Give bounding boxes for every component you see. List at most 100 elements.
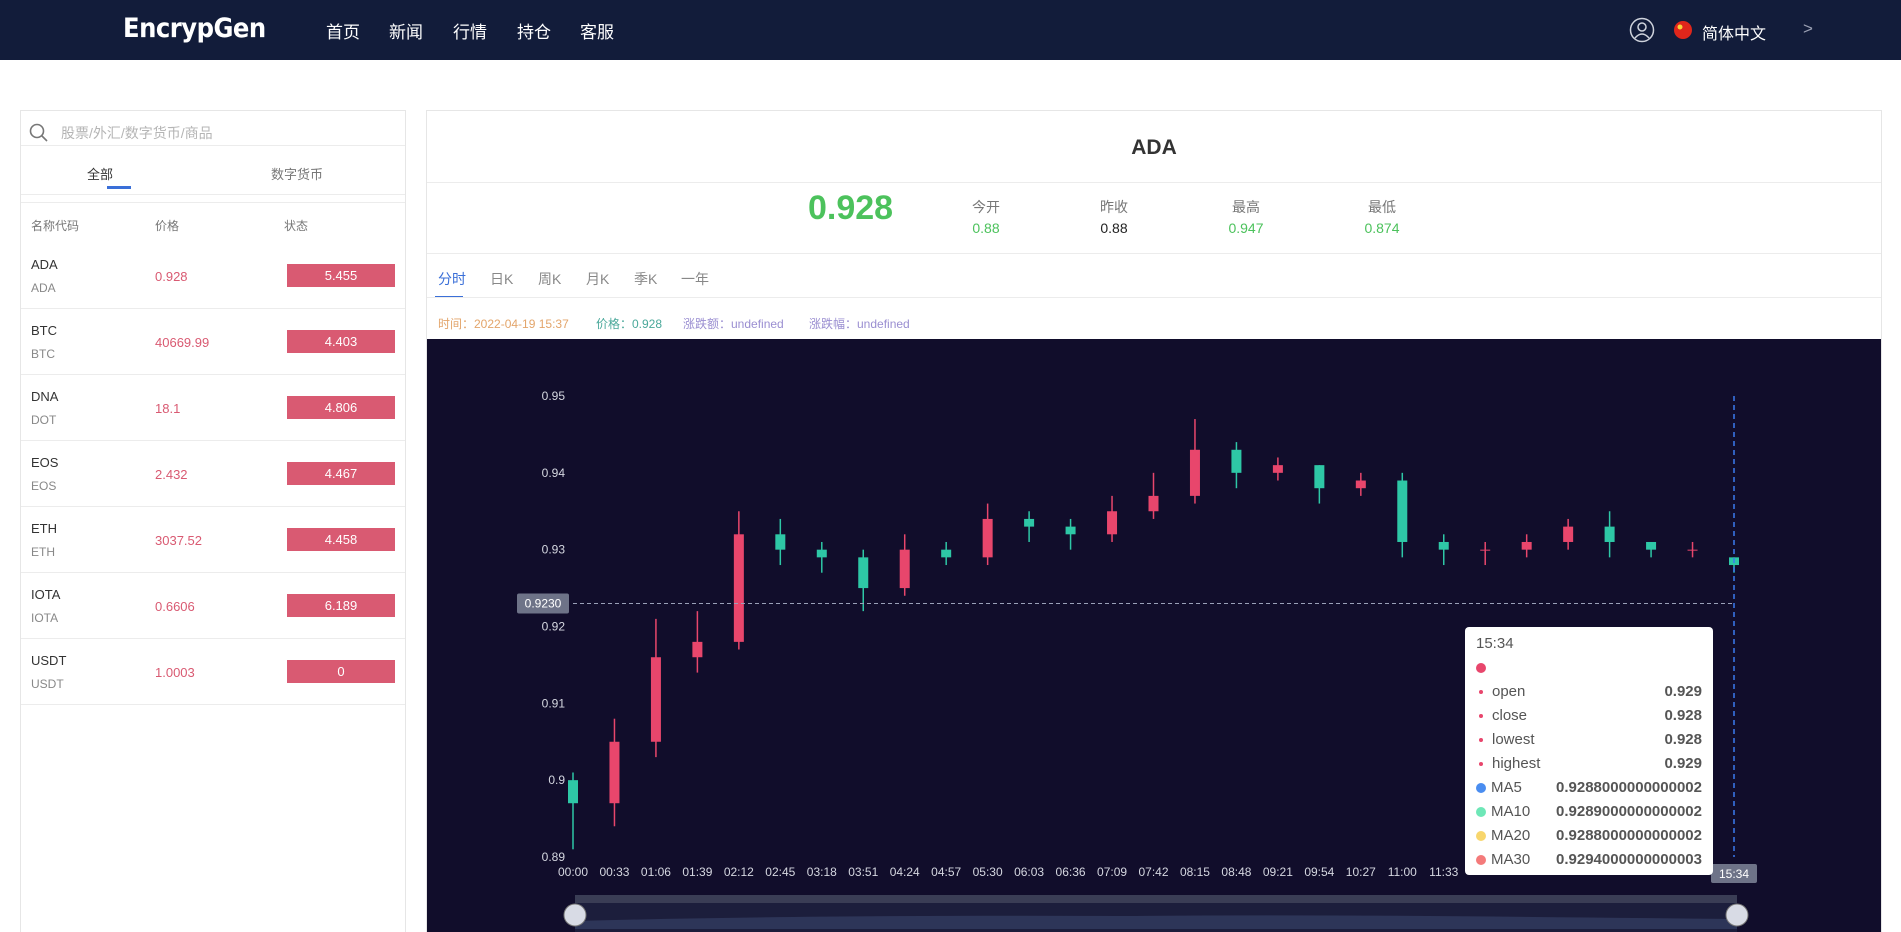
zoom-track	[575, 895, 1737, 903]
row-name[interactable]: DNA	[31, 389, 59, 404]
row-price: 2.432	[155, 467, 188, 482]
candle-body	[899, 549, 910, 589]
nav-item[interactable]: 持仓	[517, 23, 551, 42]
y-tick-label: 0.9	[548, 773, 565, 787]
period-tab[interactable]: 月K	[586, 271, 610, 287]
side-tab[interactable]: 数字货币	[271, 167, 324, 182]
search-input[interactable]: 股票/外汇/数字货币/商品	[61, 125, 213, 141]
x-tick-label: 00:00	[558, 865, 588, 879]
nav-item[interactable]: 客服	[580, 23, 614, 42]
tooltip-name: open	[1492, 683, 1526, 700]
x-tick-label: 06:36	[1056, 865, 1086, 879]
x-tick-label: 01:39	[682, 865, 712, 879]
period-tab[interactable]: 周K	[538, 271, 562, 287]
candle-body	[609, 741, 620, 804]
tooltip-value: 0.929	[1664, 755, 1702, 772]
candle-body	[1148, 495, 1159, 512]
column-header: 名称代码	[31, 219, 80, 233]
divider	[427, 297, 1881, 298]
candle-body	[1065, 526, 1076, 535]
row-name[interactable]: USDT	[31, 653, 67, 668]
y-tick-label: 0.94	[542, 466, 566, 480]
row-code: ADA	[31, 281, 56, 295]
tab-underline	[107, 186, 131, 189]
row-name[interactable]: ADA	[31, 257, 58, 272]
crosshair-x-box	[1711, 864, 1757, 883]
candle-body	[1521, 541, 1532, 550]
candle-body	[1646, 541, 1657, 550]
x-tick-label: 03:18	[807, 865, 837, 879]
side-tab[interactable]: 全部	[87, 167, 114, 182]
divider	[427, 182, 1881, 183]
divider	[21, 145, 405, 146]
nav-item[interactable]: 新闻	[389, 23, 423, 42]
row-name[interactable]: BTC	[31, 323, 57, 338]
period-tab[interactable]: 季K	[634, 271, 658, 287]
x-tick-label: 08:48	[1221, 865, 1251, 879]
row-divider	[21, 572, 405, 573]
tooltip: 15:34 open 0.929 close 0.928 lowest 0.928 highe…	[1465, 627, 1713, 875]
x-tick-label: 06:03	[1014, 865, 1044, 879]
period-tab[interactable]: 一年	[681, 271, 709, 287]
tooltip-name: MA20	[1491, 827, 1531, 844]
row-name[interactable]: EOS	[31, 455, 59, 470]
row-name[interactable]: ETH	[31, 521, 57, 536]
period-tab[interactable]: 日K	[490, 271, 514, 287]
stat-value: 0.88	[1100, 220, 1128, 236]
row-code: ETH	[31, 545, 55, 559]
y-tick-label: 0.92	[542, 620, 566, 634]
info-item: 涨跌额：undefined	[683, 317, 784, 331]
candle-body	[733, 534, 744, 642]
tooltip-value: 0.9288000000000002	[1556, 827, 1702, 844]
language[interactable]: 简体中文	[1702, 26, 1767, 43]
tooltip-marker	[1476, 807, 1486, 817]
nav-item[interactable]: 首页	[326, 23, 360, 42]
x-tick-label: 07:42	[1138, 865, 1168, 879]
tooltip-name: highest	[1492, 755, 1541, 772]
arrow[interactable]: >	[1803, 19, 1813, 38]
zoom-handle[interactable]	[563, 903, 587, 927]
x-tick-label: 01:06	[641, 865, 671, 879]
row-price: 40669.99	[155, 335, 210, 350]
flag-icon[interactable]	[1673, 20, 1693, 40]
tooltip-marker	[1479, 714, 1483, 718]
row-name[interactable]: IOTA	[31, 587, 61, 602]
x-tick-label: 04:24	[890, 865, 920, 879]
period-tab[interactable]: 分时	[438, 271, 466, 287]
y-tick-label: 0.91	[542, 696, 566, 710]
zoom-handle[interactable]	[1725, 903, 1749, 927]
tooltip-marker	[1476, 855, 1486, 865]
candle-body	[1604, 526, 1615, 542]
symbol-title: ADA	[1131, 136, 1177, 159]
row-code: IOTA	[31, 611, 59, 625]
logo[interactable]: EncrypGen	[123, 13, 266, 44]
divider	[21, 202, 405, 203]
change-badge: 0	[287, 660, 395, 683]
candle-body	[982, 518, 993, 558]
nav-item[interactable]: 行情	[453, 23, 487, 42]
divider	[427, 253, 1881, 254]
tooltip-value: 0.928	[1664, 731, 1702, 748]
zoom-window[interactable]	[575, 903, 1737, 932]
candle-body	[1480, 549, 1491, 551]
tooltip-value: 0.9294000000000003	[1556, 851, 1702, 868]
stat-label: 今开	[972, 199, 1000, 215]
row-code: DOT	[31, 413, 57, 427]
y-tick-label: 0.95	[542, 389, 566, 403]
user-icon[interactable]	[1629, 17, 1655, 43]
row-price: 0.928	[155, 269, 188, 284]
candle-body	[775, 534, 786, 550]
row-price: 0.6606	[155, 599, 195, 614]
stat-label: 最低	[1368, 199, 1396, 215]
column-header: 价格	[155, 219, 180, 233]
candle-body	[650, 657, 661, 742]
stat-label: 昨收	[1100, 199, 1128, 215]
row-divider	[21, 638, 405, 639]
x-tick-label: 09:54	[1304, 865, 1334, 879]
change-badge: 4.458	[287, 528, 395, 551]
candle-body	[1231, 449, 1242, 473]
row-code: USDT	[31, 677, 64, 691]
x-tick-label: 04:57	[931, 865, 961, 879]
row-divider	[21, 440, 405, 441]
